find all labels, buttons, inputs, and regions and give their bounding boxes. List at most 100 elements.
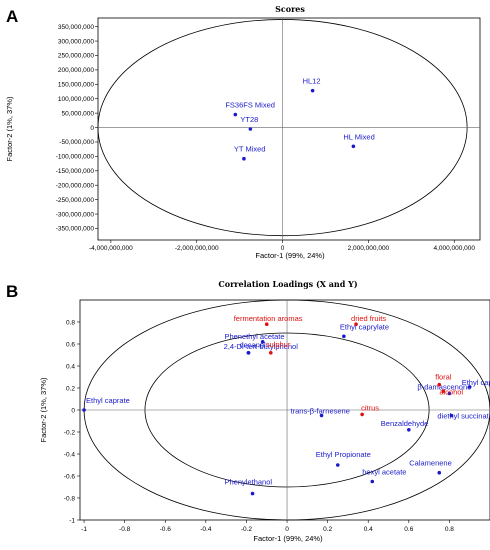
scores-y-tick-label: 300,000,000 (58, 38, 95, 45)
loadings-x-tick-label: -1 (81, 526, 87, 533)
x-variable-label: trans-β-farnesene (291, 407, 350, 416)
x-variable-point (437, 470, 442, 475)
y-variable-label: sulphur (266, 340, 291, 349)
y-variable-point (354, 322, 358, 327)
x-variable-label: Ethyl caprylate (340, 322, 389, 331)
loadings-x-tick-label: -0.4 (200, 526, 212, 533)
scores-y-tick-label: 50,000,000 (61, 110, 94, 117)
loadings-y-tick-label: -1 (69, 517, 75, 524)
loadings-x-tick-label: -0.2 (241, 526, 253, 533)
x-variable-point (319, 413, 324, 418)
y-variable-label: citrus (361, 403, 379, 412)
scores-y-tick-label: -200,000,000 (56, 182, 95, 189)
x-variable-point (82, 408, 86, 412)
scores-y-tick-label: -150,000,000 (56, 168, 95, 175)
scores-y-tick-label: 150,000,000 (58, 82, 95, 89)
loadings-x-tick-label: -0.8 (119, 526, 131, 533)
x-variable-point (342, 334, 346, 339)
scores-x-tick-label: 0 (281, 245, 285, 252)
scores-point-label: YT Mixed (234, 145, 266, 154)
loadings-x-tick-label: 0.2 (323, 526, 332, 533)
y-variable-label: fermentation aromas (234, 314, 303, 323)
loadings-x-axis-label: Factor-1 (99%, 24%) (253, 534, 323, 543)
x-variable-label: diethyl succinate (437, 412, 490, 421)
scores-point-label: FS36FS Mixed (225, 101, 275, 110)
scores-y-tick-label: 100,000,000 (58, 96, 95, 103)
scores-y-axis-label: Factor-2 (1%, 37%) (5, 96, 14, 162)
loadings-y-tick-label: 0.4 (66, 363, 75, 370)
scores-panel: A Scores 350,000,000 300,000,000 250,000,0… (5, 4, 481, 260)
scores-y-tick-label: 200,000,000 (58, 67, 95, 74)
scores-y-tick-label: 250,000,000 (58, 53, 95, 60)
x-variable-label: β-damascenone (417, 383, 471, 392)
scores-point-label: YT28 (240, 115, 258, 124)
x-variable-label: decanol (239, 340, 266, 349)
scores-y-tick-label: -50,000,000 (59, 139, 94, 146)
y-variable-point (264, 322, 269, 327)
scores-x-tick-label: 4,000,000,000 (433, 245, 475, 252)
x-variable-point (246, 351, 251, 355)
loadings-x-tick-label: 0.8 (445, 526, 454, 533)
x-variable-point (449, 413, 454, 418)
loadings-y-tick-label: 0 (71, 407, 75, 414)
x-variable-label: Ethyl caproate (462, 378, 490, 387)
loadings-x-tick-label: -0.6 (160, 526, 172, 533)
x-variable-point (370, 479, 375, 484)
x-variable-point (250, 491, 255, 496)
scores-plot-frame (97, 17, 481, 241)
scores-x-tick-label: 2,000,000,000 (348, 245, 390, 252)
y-variable-point (268, 351, 273, 355)
loadings-y-tick-label: -0.2 (64, 429, 76, 436)
scores-y-tick-label: -300,000,000 (56, 211, 95, 218)
x-variable-point (335, 463, 340, 467)
loadings-y-tick-label: 0.6 (66, 341, 75, 348)
loadings-y-tick-label: -0.8 (64, 495, 76, 502)
x-variable-point (447, 391, 452, 396)
loadings-x-tick-label: 0.4 (364, 526, 373, 533)
scores-y-tick-label: 350,000,000 (58, 24, 95, 31)
loadings-y-tick-label: 0.8 (66, 319, 75, 326)
scores-x-tick-label: -2,000,000,000 (175, 245, 219, 252)
x-variable-point (260, 340, 265, 344)
loadings-x-tick-label: 0 (285, 526, 289, 533)
scores-y-tick-label: -100,000,000 (56, 154, 95, 161)
y-variable-label: floral (435, 373, 452, 382)
loadings-y-axis-label: Factor-2 (1%, 37%) (39, 377, 48, 443)
x-variable-label: 2,4-Di-tert-butylphenol (224, 342, 299, 351)
scores-point-label: HL12 (303, 77, 321, 86)
x-variable-point (407, 428, 411, 432)
scores-point-label: HL Mixed (343, 132, 374, 141)
scores-chart-title: Scores (275, 4, 305, 14)
loadings-panel: B Correlation Loadings (X and Y) 0.8 0.6 0… (6, 279, 490, 543)
scores-point (310, 88, 315, 93)
scores-y-tick-label: -250,000,000 (56, 197, 95, 204)
x-variable-label: Calamenene (409, 459, 452, 468)
scores-x-tick-label: -4,000,000,000 (89, 245, 133, 252)
loadings-chart-title: Correlation Loadings (X and Y) (218, 279, 357, 289)
x-variable-label: hexyl acetate (362, 468, 406, 477)
scores-point (242, 156, 246, 161)
loadings-y-tick-label: -0.4 (64, 451, 76, 458)
scores-x-axis-label: Factor-1 (99%, 24%) (255, 251, 325, 260)
scores-y-tick-label: -350,000,000 (56, 226, 95, 233)
y-variable-point (360, 412, 364, 417)
scores-point (233, 112, 238, 117)
y-variable-point (441, 389, 446, 394)
loadings-x-tick-label: 0.6 (404, 526, 413, 533)
panel-letter-a: A (6, 7, 18, 26)
y-variable-label: alcohol (439, 387, 463, 396)
x-variable-label: Benzaldehyde (381, 419, 429, 428)
panel-letter-b: B (6, 282, 18, 301)
scores-y-tick-label: 0 (90, 125, 94, 132)
y-variable-label: dried fruits (351, 314, 386, 323)
scores-point (351, 144, 356, 149)
x-variable-point (467, 385, 472, 389)
x-variable-label: Ethyl caprate (86, 396, 130, 405)
x-variable-label: Phenylethanol (225, 478, 273, 487)
loadings-y-tick-label: -0.6 (64, 473, 76, 480)
x-variable-label: Phenethyl acetate (224, 332, 284, 341)
y-variable-point (437, 382, 442, 387)
scores-point (248, 127, 253, 131)
x-variable-label: Ethyl Propionate (316, 450, 371, 459)
